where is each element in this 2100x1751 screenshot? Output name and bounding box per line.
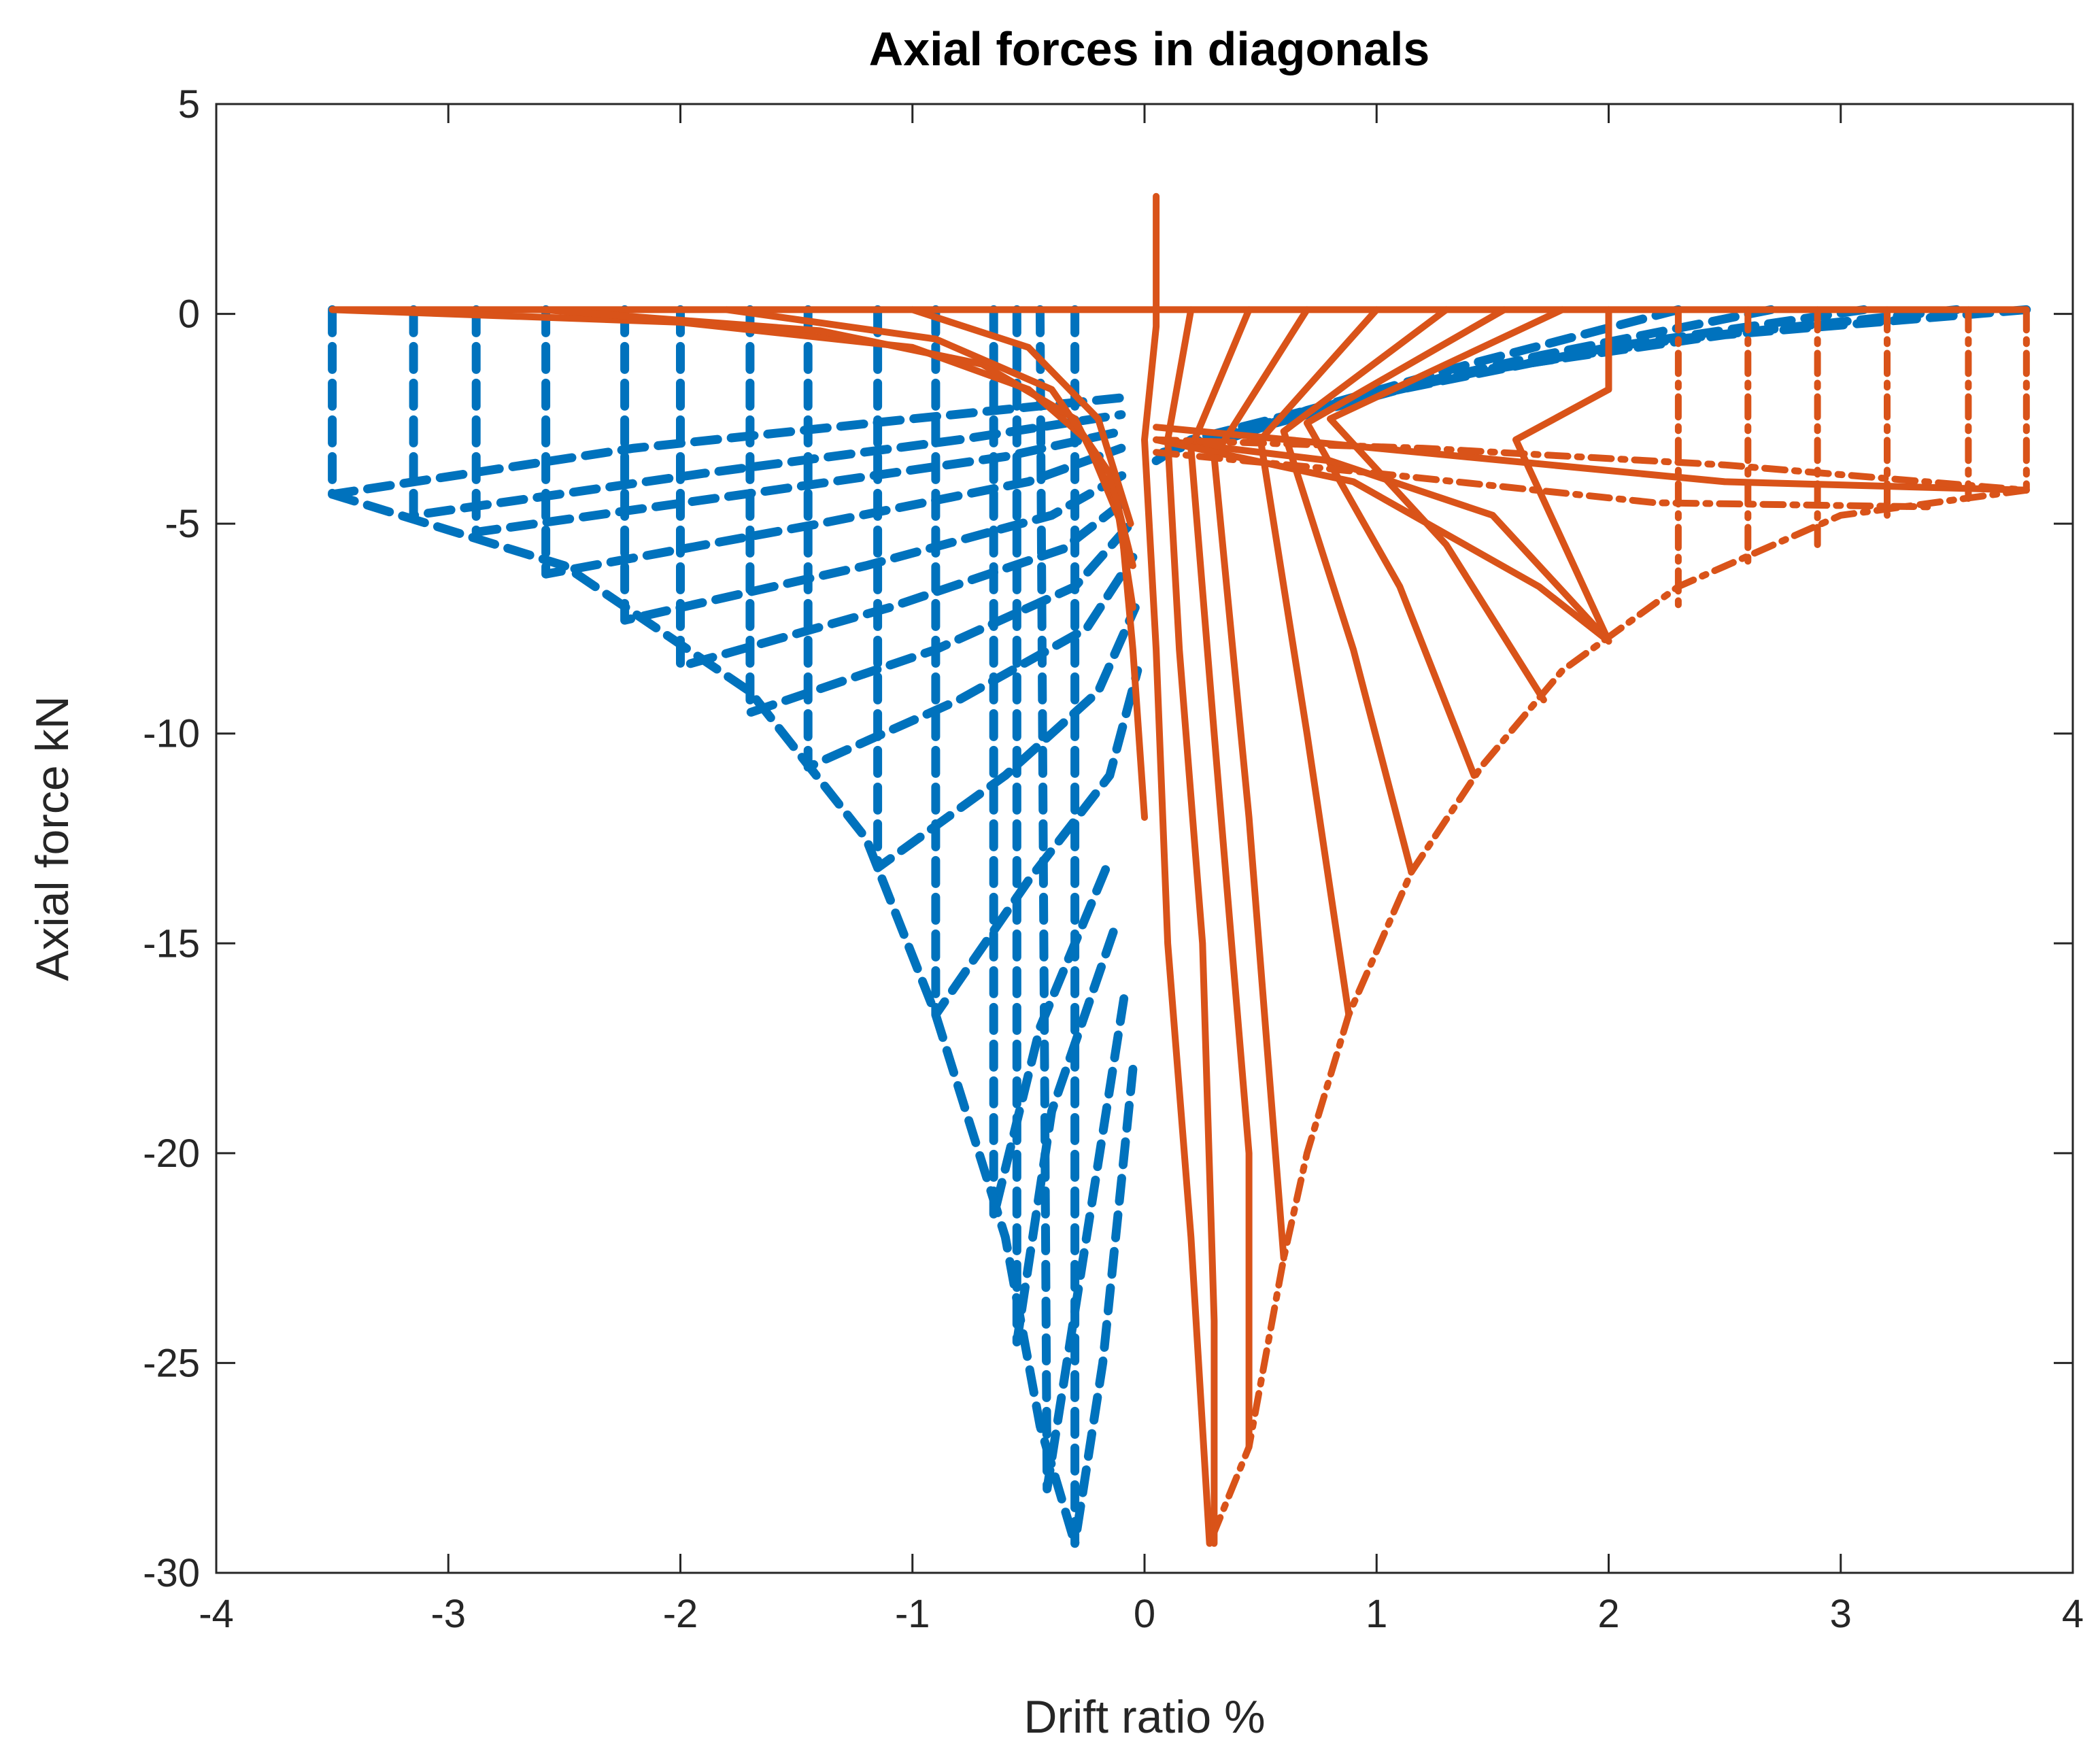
series-2-line-14 [1512,306,1612,645]
y-tick-label: -20 [143,1132,200,1176]
x-tick-label: -3 [430,1592,466,1636]
series-1-line-10 [931,305,1142,1019]
y-tick-label: -5 [165,502,200,546]
series-1-line-1 [328,305,1126,499]
series-2-line-9 [1210,306,1310,1262]
series-2-line-12 [1303,306,1508,779]
series-1-line-19 [1233,305,1776,440]
series-1-line-4 [541,305,1126,579]
x-tick-label: -2 [663,1592,698,1636]
series-1-line-12 [1012,305,1121,1347]
chart-title: Axial forces in diagonals [869,22,1430,75]
y-tick-label: 0 [178,292,200,337]
y-tick-label: 5 [178,82,200,126]
series-1-line-15 [328,490,1080,1548]
y-tick-label: -15 [143,921,200,966]
series-1-line-9 [873,305,1140,872]
x-tick-label: -4 [199,1592,234,1636]
series-3-line-7 [1206,486,2030,1547]
y-tick-label: -25 [143,1341,200,1385]
series-2-line-17 [1153,424,2030,494]
plot-area [328,192,2031,1548]
series-2-line-11 [1280,306,1450,876]
x-tick-label: 0 [1134,1592,1155,1636]
x-tick-label: -1 [895,1592,930,1636]
series-1-line-6 [676,305,1133,671]
series-2-line-8 [1187,306,1253,1450]
series-1-line-20 [1209,305,1683,449]
series-3-line-9 [1153,449,1937,511]
series-2-line-5 [909,306,1134,528]
series-2-line-7 [1164,306,1218,1547]
x-tick-label: 4 [2062,1592,2084,1636]
y-axis-label: Axial force kN [27,696,78,981]
x-tick-label: 1 [1366,1592,1387,1636]
series-2-line-10 [1257,306,1381,1019]
y-tick-label: -30 [143,1551,200,1595]
x-tick-label: 3 [1830,1592,1852,1636]
x-axis-label: Drift ratio % [1023,1691,1265,1743]
series-2-line-15 [1153,436,1612,645]
series-2-line-4 [723,306,1136,569]
series-3-line-8 [1153,436,2030,494]
series-1-line-13 [1035,305,1131,1494]
y-axis: 5 0 -5 -10 -15 -20 -25 -30 [143,82,2073,1595]
series-1-line-3 [471,305,1126,537]
series-2-line-6 [1141,192,1213,1547]
y-tick-label: -10 [143,712,200,756]
x-tick-label: 2 [1597,1592,1619,1636]
series-1-line-8 [803,305,1138,772]
series-1-line-14 [1070,305,1138,1548]
x-axis: -4 -3 -2 -1 0 1 2 3 4 [199,104,2084,1636]
